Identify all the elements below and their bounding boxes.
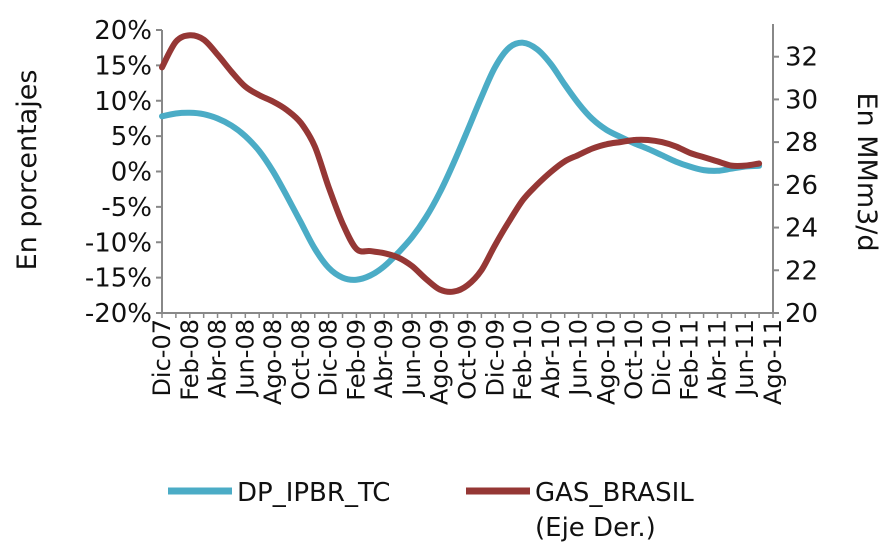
legend-label-dp-ipbr-tc: DP_IPBR_TC [237, 478, 390, 508]
x-axis-tick-label: Dic-08 [315, 319, 343, 397]
legend-label-gas-brasil-axis-note: (Eje Der.) [535, 513, 656, 543]
left-axis-tick-label: 15% [94, 51, 152, 81]
x-axis-tick-label: Dic-10 [648, 319, 676, 397]
x-axis-tick-label: Ago-08 [259, 319, 287, 405]
x-axis-tick-label: Jun-11 [731, 319, 759, 398]
x-axis: Dic-07 Feb-08 Abr-08 Jun-08 Ago-08 Oct-08 Dic-… [148, 312, 787, 405]
left-axis-tick-label: 10% [94, 87, 152, 117]
right-axis-tick-label: 24 [785, 214, 818, 244]
x-axis-tick-label: Abr-11 [703, 319, 731, 398]
x-axis-tick-label: Ago-09 [426, 319, 454, 405]
x-axis-tick-label: Jun-08 [231, 319, 259, 398]
x-axis-tick-label: Jun-09 [398, 319, 426, 398]
series-layer [159, 32, 763, 295]
x-axis-tick-label: Dic-07 [148, 319, 176, 397]
right-axis-tick-label: 32 [785, 43, 818, 73]
left-axis-title: En porcentajes [12, 70, 43, 271]
left-axis-tick-label: 0% [111, 158, 152, 188]
left-axis-tick-label: -20% [85, 299, 152, 329]
right-axis-tick-label: 20 [785, 299, 818, 329]
x-axis-tick-label: Dic-09 [481, 319, 509, 397]
x-axis-tick-label: Oct-08 [287, 319, 315, 400]
x-axis-tick-label: Feb-08 [176, 319, 204, 401]
left-axis-tick-label: 20% [94, 16, 152, 46]
left-axis-tick-label: -5% [101, 193, 152, 223]
left-axis-tick-label: -10% [85, 228, 152, 258]
right-axis-tick-label: 26 [785, 171, 818, 201]
x-axis-tick-label: Abr-08 [204, 319, 232, 398]
legend-label-gas-brasil: GAS_BRASIL [535, 478, 694, 508]
x-axis-tick-label: Ago-10 [592, 319, 620, 405]
x-axis-tick-label: Oct-09 [454, 319, 482, 400]
x-axis-tick-label: Ago-11 [759, 319, 787, 405]
x-axis-tick-label: Feb-10 [509, 319, 537, 401]
series-line-gas-brasil [159, 32, 763, 295]
left-axis: 20% 15% 10% 5% 0% -5% -10% -15% -20% [85, 16, 163, 329]
legend: DP_IPBR_TC GAS_BRASIL (Eje Der.) [168, 478, 694, 543]
x-axis-tick-label: Abr-09 [370, 319, 398, 398]
left-axis-tick-label: 5% [111, 122, 152, 152]
right-axis-title: En MMm3/d [851, 92, 882, 251]
x-axis-tick-label: Abr-10 [537, 319, 565, 398]
x-axis-tick-label: Feb-11 [676, 319, 704, 401]
x-axis-tick-label: Oct-10 [620, 319, 648, 400]
right-axis-tick-label: 22 [785, 256, 818, 286]
x-axis-tick-label: Jun-10 [565, 319, 593, 398]
right-axis-tick-label: 30 [785, 85, 818, 115]
left-axis-tick-label: -15% [85, 264, 152, 294]
right-axis: 32 30 28 26 24 22 20 [772, 24, 818, 329]
series-line-dp-ipbr-tc [159, 39, 763, 283]
right-axis-tick-label: 28 [785, 128, 818, 158]
x-axis-tick-label: Feb-09 [342, 319, 370, 401]
